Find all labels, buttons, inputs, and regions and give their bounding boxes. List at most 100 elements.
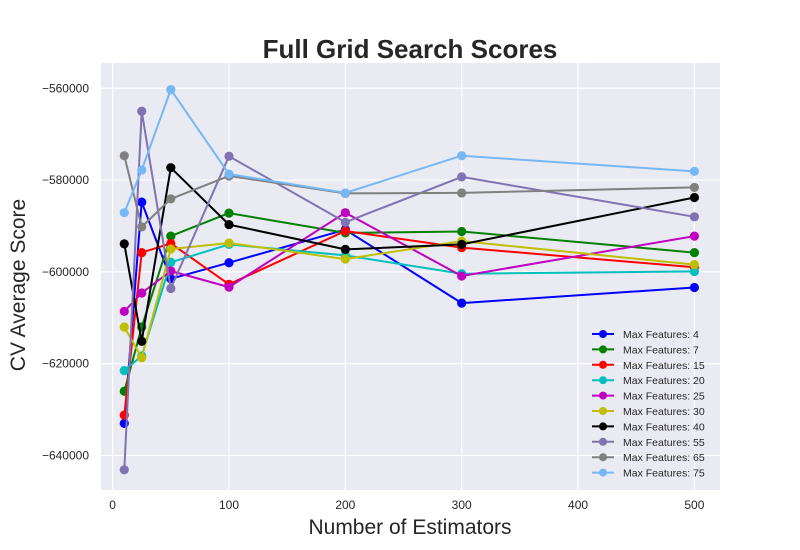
legend-item: Max Features: 75	[592, 468, 705, 480]
legend-item: Max Features: 20	[592, 375, 705, 387]
data-point	[137, 248, 147, 258]
x-tick-label: 500	[684, 498, 704, 512]
plot-background	[101, 63, 720, 490]
data-point	[224, 220, 234, 230]
data-point	[689, 192, 700, 203]
legend-item: Max Features: 40	[592, 421, 705, 433]
data-point	[340, 208, 350, 218]
legend-label: Max Features: 4	[623, 329, 699, 341]
legend-label: Max Features: 15	[623, 360, 705, 372]
data-point	[340, 244, 350, 255]
data-point	[224, 238, 234, 248]
data-point	[119, 239, 129, 249]
data-point	[689, 231, 700, 241]
legend-marker	[599, 360, 607, 369]
data-point	[340, 217, 350, 227]
legend-marker	[599, 407, 607, 415]
legend-item: Max Features: 65	[592, 452, 705, 464]
data-point	[457, 271, 467, 281]
data-point	[457, 151, 467, 161]
x-tick-label: 300	[452, 498, 472, 512]
legend-marker	[599, 422, 607, 431]
legend-label: Max Features: 65	[623, 452, 705, 464]
data-point	[119, 366, 129, 376]
legend-marker	[599, 345, 607, 354]
data-point	[689, 259, 700, 270]
legend-item: Max Features: 4	[592, 329, 699, 341]
data-point	[137, 353, 147, 363]
legend: Max Features: 4 Max Features: 7 Max Featur…	[592, 329, 705, 480]
data-point	[340, 188, 350, 198]
legend-label: Max Features: 40	[623, 421, 705, 433]
y-tick-label: −560000	[42, 81, 89, 95]
data-point	[137, 288, 147, 298]
series-7	[119, 163, 700, 346]
data-point	[457, 298, 467, 308]
data-point	[166, 283, 176, 294]
data-point	[166, 163, 176, 173]
data-point	[689, 282, 700, 293]
series-8	[119, 106, 700, 475]
data-point	[340, 226, 350, 236]
y-tick-label: −600000	[42, 265, 89, 279]
data-point	[166, 85, 176, 95]
x-tick-labels: 0 100 200 300 400 500	[109, 498, 704, 512]
data-point	[119, 208, 129, 218]
data-point	[137, 197, 147, 207]
y-tick-label: −580000	[42, 173, 89, 187]
legend-item: Max Features: 7	[592, 344, 699, 356]
data-point	[119, 151, 129, 161]
data-point	[119, 322, 129, 332]
data-point	[224, 208, 234, 218]
legend-label: Max Features: 55	[623, 437, 705, 449]
series-10	[119, 85, 700, 218]
series-layer	[119, 85, 700, 475]
y-tick-label: −640000	[42, 449, 89, 463]
data-point	[166, 244, 176, 254]
data-point	[119, 465, 129, 475]
x-tick-label: 100	[219, 498, 239, 512]
data-point	[224, 258, 234, 268]
data-point	[224, 282, 234, 292]
grid-lines	[101, 63, 720, 490]
x-tick-label: 400	[568, 498, 588, 512]
legend-item: Max Features: 55	[592, 437, 705, 449]
data-point	[689, 212, 700, 222]
data-point	[457, 239, 467, 249]
legend-item: Max Features: 25	[592, 391, 705, 403]
data-point	[689, 248, 700, 258]
data-point	[689, 182, 700, 193]
data-point	[340, 254, 350, 264]
legend-marker	[599, 437, 607, 446]
x-tick-label: 0	[109, 498, 116, 512]
data-point	[137, 222, 147, 232]
y-axis-label: CV Average Score	[7, 199, 30, 371]
data-point	[457, 172, 467, 182]
data-point	[457, 226, 467, 237]
legend-label: Max Features: 25	[623, 391, 705, 403]
data-point	[137, 106, 147, 116]
legend-marker	[599, 391, 607, 400]
legend-marker	[599, 376, 607, 385]
legend-marker	[599, 330, 607, 338]
legend-label: Max Features: 20	[623, 375, 705, 387]
data-point	[224, 169, 234, 179]
legend-item: Max Features: 30	[592, 406, 705, 418]
legend-label: Max Features: 75	[623, 468, 705, 480]
legend-label: Max Features: 30	[623, 406, 705, 418]
data-point	[137, 165, 147, 175]
data-point	[137, 336, 147, 346]
data-point	[166, 231, 176, 241]
data-point	[224, 151, 234, 161]
legend-marker	[599, 468, 607, 477]
data-point	[689, 266, 700, 277]
legend-item: Max Features: 15	[592, 360, 705, 372]
data-point	[119, 306, 129, 316]
data-point	[689, 166, 700, 176]
legend-label: Max Features: 7	[623, 344, 699, 356]
legend-marker	[599, 453, 607, 462]
y-tick-label: −620000	[42, 357, 89, 371]
data-point	[166, 194, 176, 204]
y-tick-labels: −640000 −620000 −600000 −580000 −560000	[42, 81, 89, 462]
